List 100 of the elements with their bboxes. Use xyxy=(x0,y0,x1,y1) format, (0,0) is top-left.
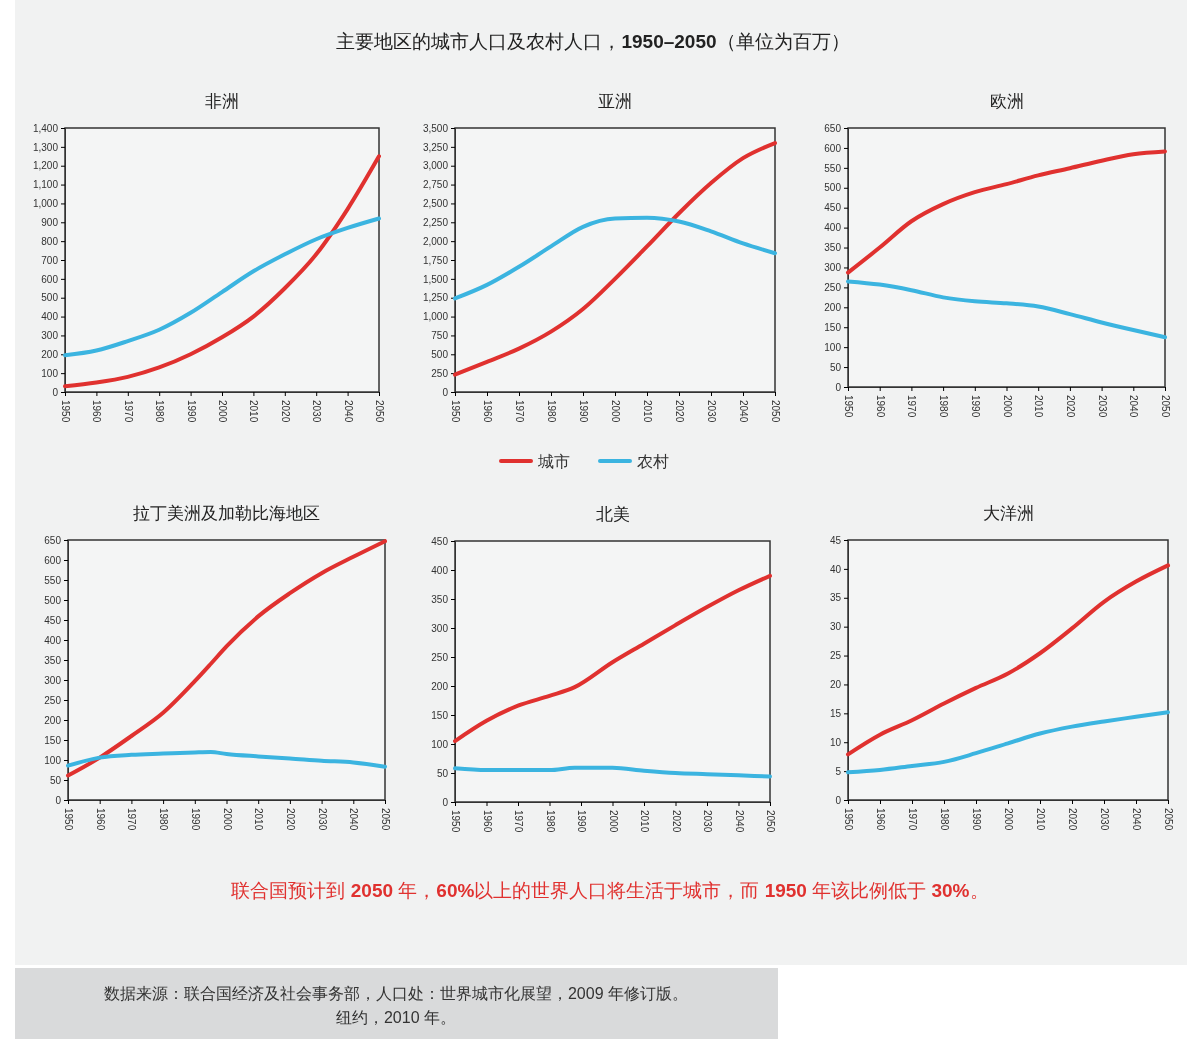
x-tick-label: 2050 xyxy=(1160,395,1171,418)
y-tick-label: 400 xyxy=(431,564,449,576)
legend-label: 城市 xyxy=(537,453,570,470)
y-tick-label: 300 xyxy=(41,330,59,342)
text: 主要地区的城市人口及农村人口，1950–2050（单位为百万） xyxy=(336,31,850,52)
x-tick-label: 1960 xyxy=(482,400,493,423)
x-tick-label: 2020 xyxy=(1064,395,1076,418)
line-series xyxy=(63,154,381,389)
y-tick-label: 35 xyxy=(829,592,842,604)
x-tick-label: 1950 xyxy=(843,808,854,831)
y-tick-label: 350 xyxy=(431,593,449,605)
y-tick-label: 2,750 xyxy=(422,179,449,191)
y-tick-label: 450 xyxy=(824,202,842,214)
chart-title: 亚洲 xyxy=(598,92,632,111)
y-tick-label: 2,000 xyxy=(422,235,449,247)
line-series xyxy=(846,279,1167,340)
y-tick-label: 350 xyxy=(44,654,62,666)
y-tick-label: 400 xyxy=(44,634,62,646)
y-tick-label: 550 xyxy=(824,162,842,174)
y-tick-label: 3,000 xyxy=(422,160,449,172)
x-tick-label: 2010 xyxy=(248,400,260,423)
legend-label: 农村 xyxy=(637,453,669,470)
y-tick-label: 2,250 xyxy=(422,216,449,228)
line-series xyxy=(846,563,1170,757)
y-tick-label: 1,750 xyxy=(422,254,449,266)
line-series xyxy=(453,141,777,377)
x-tick-label: 1990 xyxy=(185,400,197,423)
y-tick-label: 1,500 xyxy=(422,273,449,285)
y-tick-label: 30 xyxy=(829,621,842,633)
x-tick-label: 1980 xyxy=(544,810,556,833)
y-tick-label: 200 xyxy=(824,302,842,314)
y-tick-label: 100 xyxy=(41,367,59,379)
y-tick-label: 500 xyxy=(44,594,62,606)
x-tick-label: 1970 xyxy=(126,808,138,831)
x-tick-label: 2010 xyxy=(639,810,650,833)
y-tick-label: 700 xyxy=(41,254,59,266)
x-tick-label: 1980 xyxy=(154,400,166,423)
x-tick-label: 1990 xyxy=(971,808,982,831)
y-tick-label: 550 xyxy=(44,574,62,586)
x-tick-label: 2010 xyxy=(1033,395,1045,418)
x-tick-label: 2020 xyxy=(670,810,682,833)
y-tick-label: 50 xyxy=(49,774,62,786)
y-tick-label: 0 xyxy=(442,386,449,398)
x-tick-label: 2000 xyxy=(607,810,619,833)
y-tick-label: 300 xyxy=(824,262,842,274)
y-tick-label: 250 xyxy=(431,651,449,663)
y-tick-label: 1,000 xyxy=(32,198,59,210)
y-tick-label: 250 xyxy=(431,367,449,379)
line-series xyxy=(63,216,381,358)
x-tick-label: 2010 xyxy=(253,808,265,831)
y-tick-label: 400 xyxy=(824,222,842,234)
x-tick-label: 2030 xyxy=(316,808,328,831)
y-tick-label: 1,100 xyxy=(32,179,59,191)
x-tick-label: 2010 xyxy=(1035,808,1046,831)
line-series xyxy=(453,215,777,301)
x-tick-label: 2050 xyxy=(770,400,781,423)
x-tick-label: 2030 xyxy=(1099,808,1110,831)
x-tick-label: 1970 xyxy=(122,400,134,423)
y-tick-label: 0 xyxy=(52,386,59,398)
y-tick-label: 1,200 xyxy=(32,160,59,172)
chart-title: 北美 xyxy=(595,505,630,524)
y-tick-label: 0 xyxy=(442,796,449,808)
y-tick-label: 2,500 xyxy=(422,198,449,210)
x-tick-label: 1950 xyxy=(60,400,71,423)
x-tick-label: 2000 xyxy=(217,400,228,423)
x-tick-label: 2000 xyxy=(610,400,621,423)
y-tick-label: 150 xyxy=(44,734,62,746)
line-series xyxy=(453,573,772,744)
y-tick-label: 450 xyxy=(431,535,449,547)
chart-title: 拉丁美洲及加勒比海地区 xyxy=(133,504,320,523)
y-tick-label: 45 xyxy=(829,534,842,546)
x-tick-label: 2000 xyxy=(221,808,233,831)
y-tick-label: 600 xyxy=(44,554,62,566)
x-tick-label: 2000 xyxy=(1003,808,1014,831)
y-tick-label: 900 xyxy=(41,216,59,228)
line-series xyxy=(453,765,772,779)
x-tick-label: 1980 xyxy=(546,400,557,423)
x-tick-label: 1950 xyxy=(450,400,461,423)
x-tick-label: 1970 xyxy=(906,395,918,418)
y-tick-label: 10 xyxy=(829,736,842,748)
x-tick-label: 2010 xyxy=(642,400,653,423)
y-tick-label: 250 xyxy=(824,282,842,294)
x-tick-label: 1950 xyxy=(63,808,74,831)
x-tick-label: 2040 xyxy=(738,400,749,423)
x-tick-label: 2030 xyxy=(706,400,717,423)
x-tick-label: 2050 xyxy=(374,400,385,423)
y-tick-label: 0 xyxy=(835,381,842,393)
y-tick-label: 350 xyxy=(824,242,842,254)
y-tick-label: 500 xyxy=(41,292,59,304)
x-tick-label: 1980 xyxy=(939,808,950,831)
x-tick-label: 1950 xyxy=(450,810,461,833)
y-tick-label: 40 xyxy=(829,563,842,575)
x-tick-label: 1960 xyxy=(874,395,886,418)
y-tick-label: 3,250 xyxy=(422,141,449,153)
y-tick-label: 0 xyxy=(55,794,62,806)
y-tick-label: 150 xyxy=(824,321,842,333)
y-tick-label: 200 xyxy=(431,680,449,692)
line-series xyxy=(66,539,387,778)
x-tick-label: 2030 xyxy=(311,400,323,423)
y-tick-label: 400 xyxy=(41,311,59,323)
